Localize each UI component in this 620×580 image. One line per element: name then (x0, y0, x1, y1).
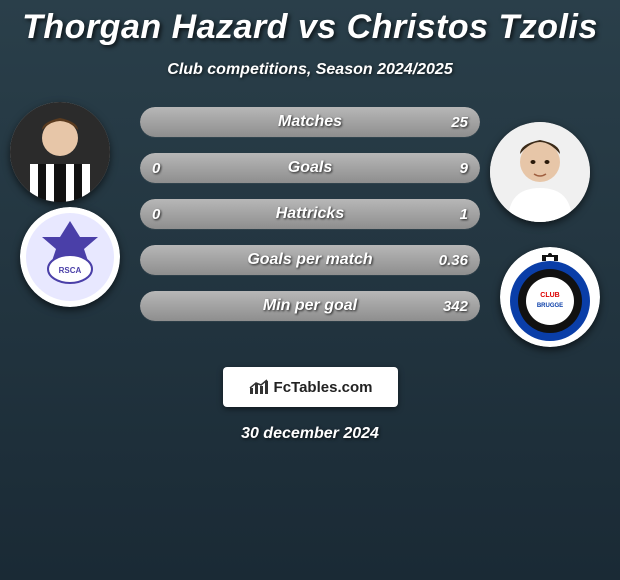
date-text: 30 december 2024 (0, 425, 620, 443)
subtitle: Club competitions, Season 2024/2025 (0, 61, 620, 79)
svg-text:BRUGGE: BRUGGE (537, 303, 563, 309)
svg-text:CLUB: CLUB (540, 292, 559, 299)
stat-value-right: 9 (460, 153, 468, 183)
stat-row: Matches25 (140, 107, 480, 137)
stat-row: Min per goal342 (140, 291, 480, 321)
chart-icon (248, 378, 270, 396)
player-right-avatar (490, 122, 590, 222)
svg-text:RSCA: RSCA (59, 266, 82, 275)
stat-value-right: 0.36 (439, 245, 468, 275)
stat-label: Matches (140, 107, 480, 137)
page-title: Thorgan Hazard vs Christos Tzolis (0, 0, 620, 47)
stat-value-right: 342 (443, 291, 468, 321)
stat-label: Goals (140, 153, 480, 183)
player-left-club-badge: RSCA (20, 207, 120, 307)
stat-row: Goals per match0.36 (140, 245, 480, 275)
stat-value-right: 25 (451, 107, 468, 137)
stat-row: 0Hattricks1 (140, 199, 480, 229)
comparison-area: RSCA CLUB BRUGGE Matches250Goals90Hatt (0, 107, 620, 347)
player-right-club-badge: CLUB BRUGGE (500, 247, 600, 347)
stat-label: Hattricks (140, 199, 480, 229)
stat-row: 0Goals9 (140, 153, 480, 183)
stat-label: Min per goal (140, 291, 480, 321)
stat-label: Goals per match (140, 245, 480, 275)
footer-brand-text: FcTables.com (274, 379, 373, 396)
stat-rows: Matches25 0Goals9 0Hattricks1 Goals per mat… (140, 107, 480, 337)
footer-brand-badge[interactable]: FcTables.com (223, 367, 398, 407)
stat-value-right: 1 (460, 199, 468, 229)
player-left-avatar (10, 102, 110, 202)
